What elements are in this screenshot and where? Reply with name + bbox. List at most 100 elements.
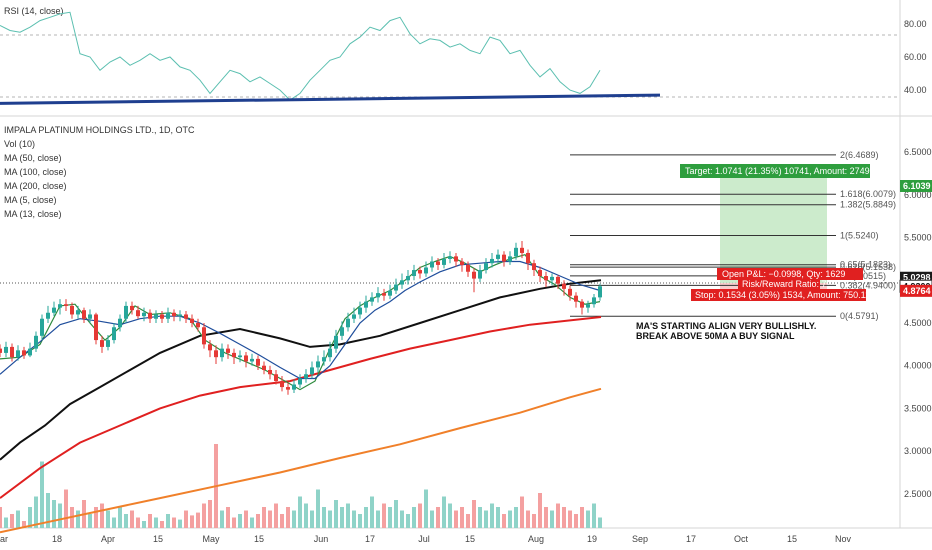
fibonacci-extension[interactable]: 2(6.4689) 1.618(6.0079)1.382(5.8849) 1(5.5… <box>570 150 896 321</box>
candle-body <box>130 305 134 311</box>
candle-body <box>460 261 464 265</box>
volume-bar <box>160 521 164 528</box>
time-tick-label: 15 <box>153 534 163 544</box>
candle-body <box>16 350 20 358</box>
candle-body <box>322 357 326 362</box>
candle-body <box>226 348 230 353</box>
candle-body <box>112 327 116 341</box>
volume-bar <box>574 514 578 528</box>
volume-bar <box>544 507 548 528</box>
volume-bar <box>64 489 68 528</box>
candle-body <box>70 305 74 315</box>
candle-body <box>160 314 164 319</box>
rsi-label: RSI (14, close) <box>4 6 64 16</box>
candle-body <box>526 252 530 264</box>
legend-row[interactable]: Vol (10) <box>4 139 35 149</box>
legend-row[interactable]: MA (5, close) <box>4 195 57 205</box>
open-pnl-label[interactable]: Open P&L: −0.0998, Qty: 1629 <box>722 269 845 279</box>
candle-body <box>466 264 470 272</box>
fib-level-label: 1.618(6.0079) <box>840 189 896 199</box>
volume-bar <box>424 489 428 528</box>
time-tick-label: Jul <box>418 534 430 544</box>
volume-bar <box>532 514 536 528</box>
open-label-bg <box>717 268 863 280</box>
price-axis: 6.50006.00005.50005.00004.50004.00003.50… <box>904 147 932 499</box>
time-tick-label: May <box>202 534 220 544</box>
candle-body <box>124 305 128 319</box>
candle-body <box>250 358 254 362</box>
candle-body <box>244 355 248 362</box>
volume-bar <box>148 514 152 528</box>
volume-bar <box>0 507 2 528</box>
stop-label[interactable]: Stop: 0.1534 (3.05%) 1534, Amount: 750.1… <box>695 290 870 300</box>
volume-bar <box>220 510 224 528</box>
target-label[interactable]: Target: 1.0741 (21.35%) 10741, Amount: 2… <box>685 166 882 176</box>
candle-body <box>220 348 224 358</box>
volume-bar <box>274 503 278 528</box>
ma-line[interactable] <box>0 316 602 499</box>
volume-bar <box>130 510 134 528</box>
ma-line[interactable] <box>0 279 602 461</box>
rsi-tick-label: 40.00 <box>904 85 927 95</box>
legend-row[interactable]: MA (200, close) <box>4 181 67 191</box>
target-label-bg <box>680 164 870 178</box>
volume-bar <box>376 510 380 528</box>
volume-bar <box>514 507 518 528</box>
volume-bar <box>412 507 416 528</box>
candle-body <box>268 369 272 375</box>
volume-bar <box>16 510 20 528</box>
volume-bar <box>346 503 350 528</box>
candle-body <box>328 348 332 358</box>
candle-body <box>106 340 110 347</box>
candle-body <box>520 247 524 253</box>
volume-bar <box>94 507 98 528</box>
risk-reward-label: Risk/Reward Ratio: 7 <box>742 279 827 289</box>
candle-body <box>442 258 446 265</box>
candle-body <box>310 367 314 375</box>
candle-body <box>484 263 488 271</box>
rsi-line <box>0 11 601 101</box>
volume-bar <box>112 517 116 528</box>
candle-body <box>190 318 194 323</box>
time-axis: ar 18 Apr 15 May 15 Jun 17 Jul 15 Aug 19 Sep 17 Oct 15 N… <box>0 534 851 544</box>
price-tick-label: 6.5000 <box>904 147 932 157</box>
legend-row[interactable]: MA (100, close) <box>4 167 67 177</box>
candle-body <box>478 270 482 279</box>
candle-body <box>262 365 266 370</box>
price-tag-label: 6.1039 <box>903 181 931 191</box>
candle-body <box>100 340 104 347</box>
volume-bar <box>136 517 140 528</box>
candle-body <box>4 346 8 353</box>
candle-body <box>340 327 344 336</box>
legend-row[interactable]: MA (13, close) <box>4 209 62 219</box>
candle-body <box>394 284 398 291</box>
target-zone[interactable] <box>720 172 827 283</box>
legend-row[interactable]: MA (50, close) <box>4 153 62 163</box>
volume-bar <box>460 507 464 528</box>
volume-bar <box>166 514 170 528</box>
rsi-trendline[interactable] <box>0 93 661 105</box>
annotation-line-2[interactable]: BREAK ABOVE 50MA A BUY SIGNAL <box>636 331 795 341</box>
price-tag <box>900 180 932 193</box>
candle-body <box>256 358 260 366</box>
annotation-line-1[interactable]: MA'S STARTING ALIGN VERY BULLISHLY. <box>636 321 816 331</box>
rsi-axis: 80.00 60.00 40.00 <box>904 19 927 95</box>
volume-bar <box>526 510 530 528</box>
candle-body <box>382 293 386 296</box>
candle-body <box>238 355 242 358</box>
volume-bar <box>58 503 62 528</box>
candle-body <box>40 318 44 336</box>
ma-line[interactable] <box>0 387 602 534</box>
volume-bar <box>568 510 572 528</box>
volume-bar <box>580 507 584 528</box>
volume-bar <box>262 507 266 528</box>
volume-bar <box>316 489 320 528</box>
volume-bar <box>52 500 56 528</box>
volume-bar <box>484 510 488 528</box>
rsi-tick-label: 80.00 <box>904 19 927 29</box>
volume-bar <box>370 496 374 528</box>
candle-body <box>370 297 374 302</box>
stop-label-bg <box>691 289 866 301</box>
candle-body <box>508 256 512 262</box>
candle-body <box>142 312 146 317</box>
